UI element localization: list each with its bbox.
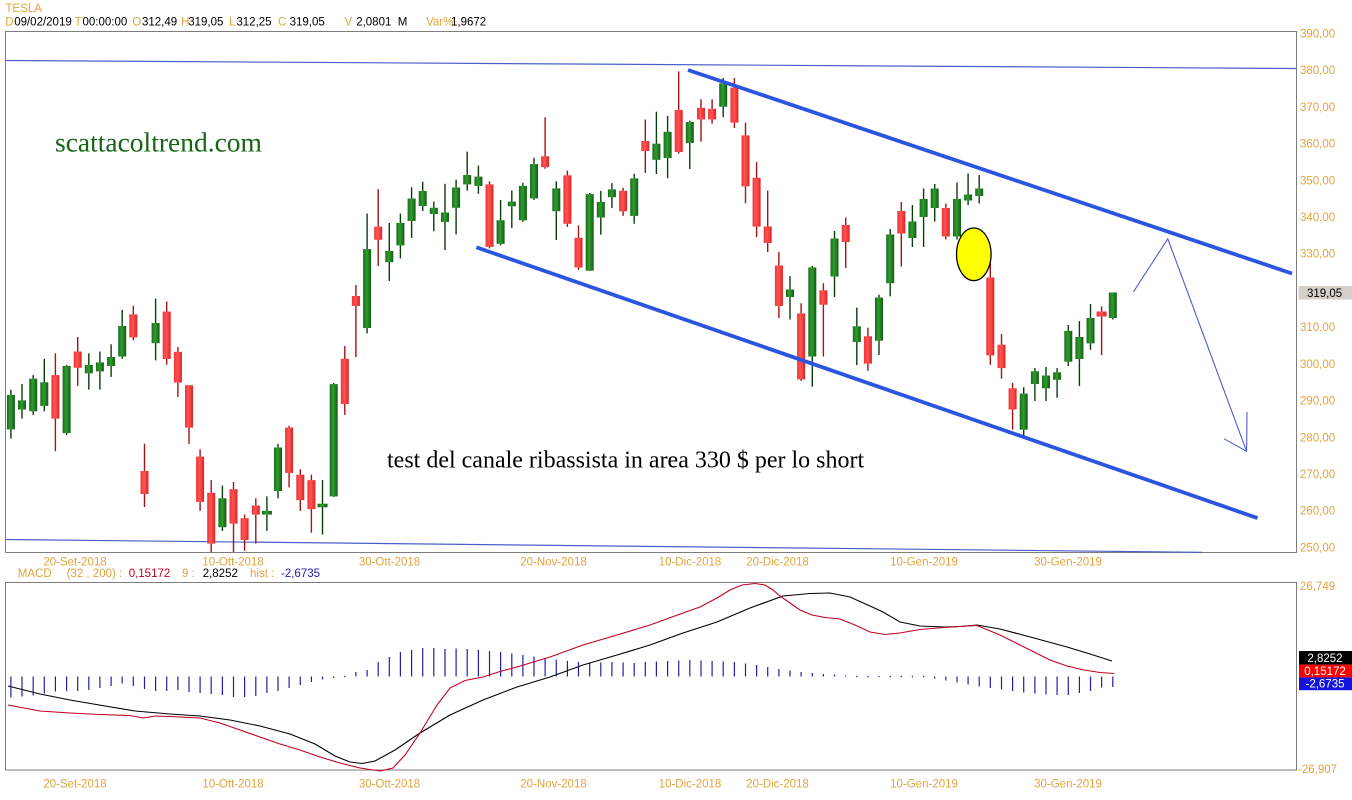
svg-text:C: C [278, 17, 286, 29]
svg-text:370,00: 370,00 [1300, 102, 1335, 114]
svg-text:0,15172: 0,15172 [129, 568, 171, 580]
svg-text:20-Set-2018: 20-Set-2018 [43, 557, 106, 569]
svg-text:-2,6735: -2,6735 [1305, 679, 1344, 691]
svg-text:TESLA: TESLA [6, 3, 43, 15]
svg-text:09/02/2019: 09/02/2019 [14, 17, 72, 29]
svg-text:20-Nov-2018: 20-Nov-2018 [520, 557, 586, 569]
svg-text:2,0801: 2,0801 [356, 17, 391, 29]
svg-text:330,00: 330,00 [1300, 249, 1335, 261]
svg-text:300,00: 300,00 [1300, 359, 1335, 371]
svg-text:10-Gen-2019: 10-Gen-2019 [890, 557, 958, 569]
svg-text:360,00: 360,00 [1300, 139, 1335, 151]
svg-text:290,00: 290,00 [1300, 396, 1335, 408]
svg-text:20-Nov-2018: 20-Nov-2018 [520, 779, 586, 791]
svg-text:H: H [181, 17, 189, 29]
svg-text:0,15172: 0,15172 [1304, 666, 1346, 678]
svg-text:280,00: 280,00 [1300, 432, 1335, 444]
svg-text:V: V [345, 17, 353, 29]
svg-text:10-Ott-2018: 10-Ott-2018 [202, 779, 263, 791]
svg-text:20-Dic-2018: 20-Dic-2018 [746, 779, 809, 791]
svg-text:hist :: hist : [250, 568, 274, 580]
svg-text:2,8252: 2,8252 [203, 568, 238, 580]
svg-text:D: D [5, 17, 13, 29]
svg-text:L: L [229, 17, 236, 29]
svg-text:10-Ott-2018: 10-Ott-2018 [202, 557, 263, 569]
svg-text:312,49: 312,49 [142, 17, 177, 29]
svg-text:scattacoltrend.com: scattacoltrend.com [55, 127, 262, 158]
svg-text:10-Gen-2019: 10-Gen-2019 [890, 779, 958, 791]
svg-text:319,05: 319,05 [188, 17, 223, 29]
svg-text:380,00: 380,00 [1300, 65, 1335, 77]
svg-text:20-Set-2018: 20-Set-2018 [43, 779, 106, 791]
svg-text:312,25: 312,25 [236, 17, 271, 29]
svg-text:26,749: 26,749 [1300, 581, 1335, 593]
svg-text:MACD: MACD [18, 568, 52, 580]
svg-text:O: O [132, 17, 141, 29]
svg-text:10-Dic-2018: 10-Dic-2018 [659, 557, 722, 569]
svg-text:30-Gen-2019: 30-Gen-2019 [1034, 779, 1102, 791]
svg-text:30-Gen-2019: 30-Gen-2019 [1034, 557, 1102, 569]
svg-text:310,00: 310,00 [1300, 322, 1335, 334]
svg-text:9 :: 9 : [182, 568, 195, 580]
svg-text:1,9672: 1,9672 [451, 17, 486, 29]
svg-text:319,05: 319,05 [290, 17, 325, 29]
svg-text:(32 , 200) :: (32 , 200) : [67, 568, 123, 580]
svg-text:M: M [398, 17, 408, 29]
svg-text:390,00: 390,00 [1300, 28, 1335, 40]
svg-text:319,05: 319,05 [1307, 288, 1342, 300]
svg-text:20-Dic-2018: 20-Dic-2018 [746, 557, 809, 569]
svg-text:270,00: 270,00 [1300, 469, 1335, 481]
svg-text:00:00:00: 00:00:00 [83, 17, 128, 29]
svg-text:350,00: 350,00 [1300, 175, 1335, 187]
svg-text:Var%: Var% [426, 17, 453, 29]
svg-text:test del canale ribassista in: test del canale ribassista in area 330 $… [387, 448, 865, 474]
svg-text:260,00: 260,00 [1300, 506, 1335, 518]
svg-text:2,8252: 2,8252 [1307, 653, 1342, 665]
svg-text:250,00: 250,00 [1300, 543, 1335, 555]
svg-text:-26,907: -26,907 [1298, 764, 1337, 776]
svg-text:30-Ott-2018: 30-Ott-2018 [359, 557, 420, 569]
svg-text:30-Ott-2018: 30-Ott-2018 [359, 779, 420, 791]
svg-text:T: T [75, 17, 82, 29]
svg-text:-2,6735: -2,6735 [281, 568, 320, 580]
svg-text:10-Dic-2018: 10-Dic-2018 [659, 779, 722, 791]
svg-text:340,00: 340,00 [1300, 212, 1335, 224]
